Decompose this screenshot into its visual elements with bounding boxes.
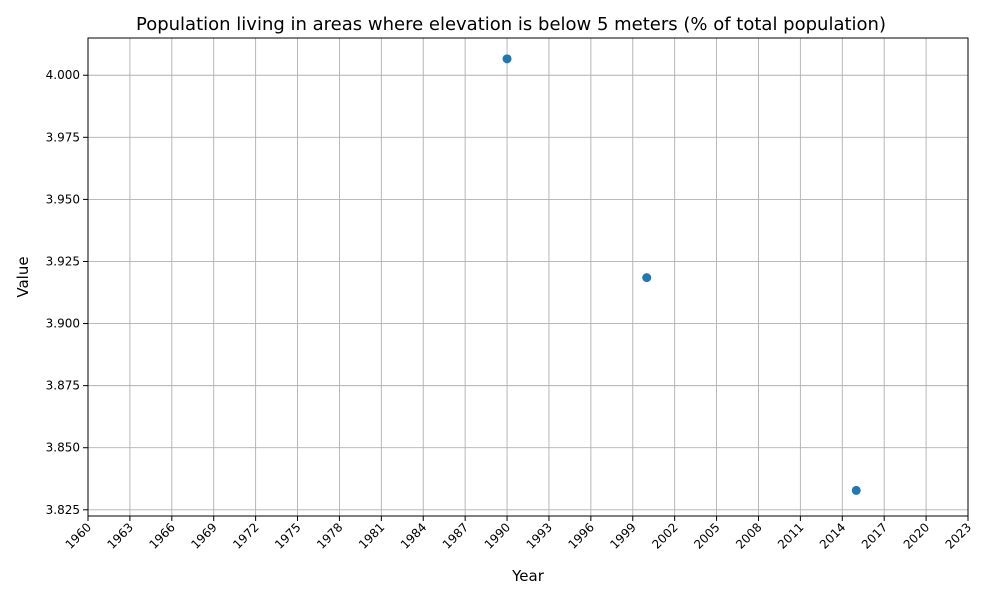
- x-tick-label: 1966: [146, 520, 177, 551]
- x-tick-label: 2002: [649, 520, 680, 551]
- x-tick-label: 1978: [314, 520, 345, 551]
- y-axis-label: Value: [14, 256, 32, 297]
- x-axis-ticks: 1960 1963 1966 1969 1972 1975 1978 1981 1984 1987…: [63, 516, 974, 552]
- data-point: [851, 485, 861, 495]
- y-tick-label: 3.850: [46, 441, 80, 455]
- x-tick-label: 1999: [607, 520, 638, 551]
- x-axis-label: Year: [511, 567, 545, 585]
- x-tick-label: 2014: [817, 520, 848, 551]
- x-tick-label: 1996: [565, 520, 596, 551]
- y-tick-label: 4.000: [46, 68, 80, 82]
- data-point: [502, 54, 512, 64]
- x-tick-label: 2020: [901, 520, 932, 551]
- x-tick-label: 1960: [63, 520, 94, 551]
- plot-frame: [87, 37, 969, 517]
- x-tick-label: 2005: [691, 520, 722, 551]
- y-tick-label: 3.925: [46, 254, 80, 268]
- x-tick-label: 2023: [943, 520, 974, 551]
- x-tick-label: 1975: [272, 520, 303, 551]
- x-tick-label: 1993: [524, 520, 555, 551]
- y-tick-label: 3.875: [46, 379, 80, 393]
- y-axis-ticks: 3.825 3.850 3.875 3.900 3.925 3.950 3.975 4.000: [46, 68, 88, 517]
- y-tick-label: 3.825: [46, 503, 80, 517]
- x-tick-label: 1990: [482, 520, 513, 551]
- grid: [87, 38, 969, 516]
- x-tick-label: 1972: [230, 520, 261, 551]
- y-tick-label: 3.900: [46, 317, 80, 331]
- x-tick-label: 2008: [733, 520, 764, 551]
- y-tick-label: 3.950: [46, 192, 80, 206]
- x-tick-label: 1963: [105, 520, 136, 551]
- scatter-series: [502, 54, 861, 495]
- x-tick-label: 1981: [356, 520, 387, 551]
- x-tick-label: 2017: [859, 520, 890, 551]
- data-point: [642, 273, 652, 283]
- chart-title: Population living in areas where elevati…: [136, 14, 886, 35]
- x-tick-label: 2011: [775, 520, 806, 551]
- x-tick-label: 1987: [440, 520, 471, 551]
- x-tick-label: 1969: [188, 520, 219, 551]
- x-tick-label: 1984: [398, 520, 429, 551]
- y-tick-label: 3.975: [46, 130, 80, 144]
